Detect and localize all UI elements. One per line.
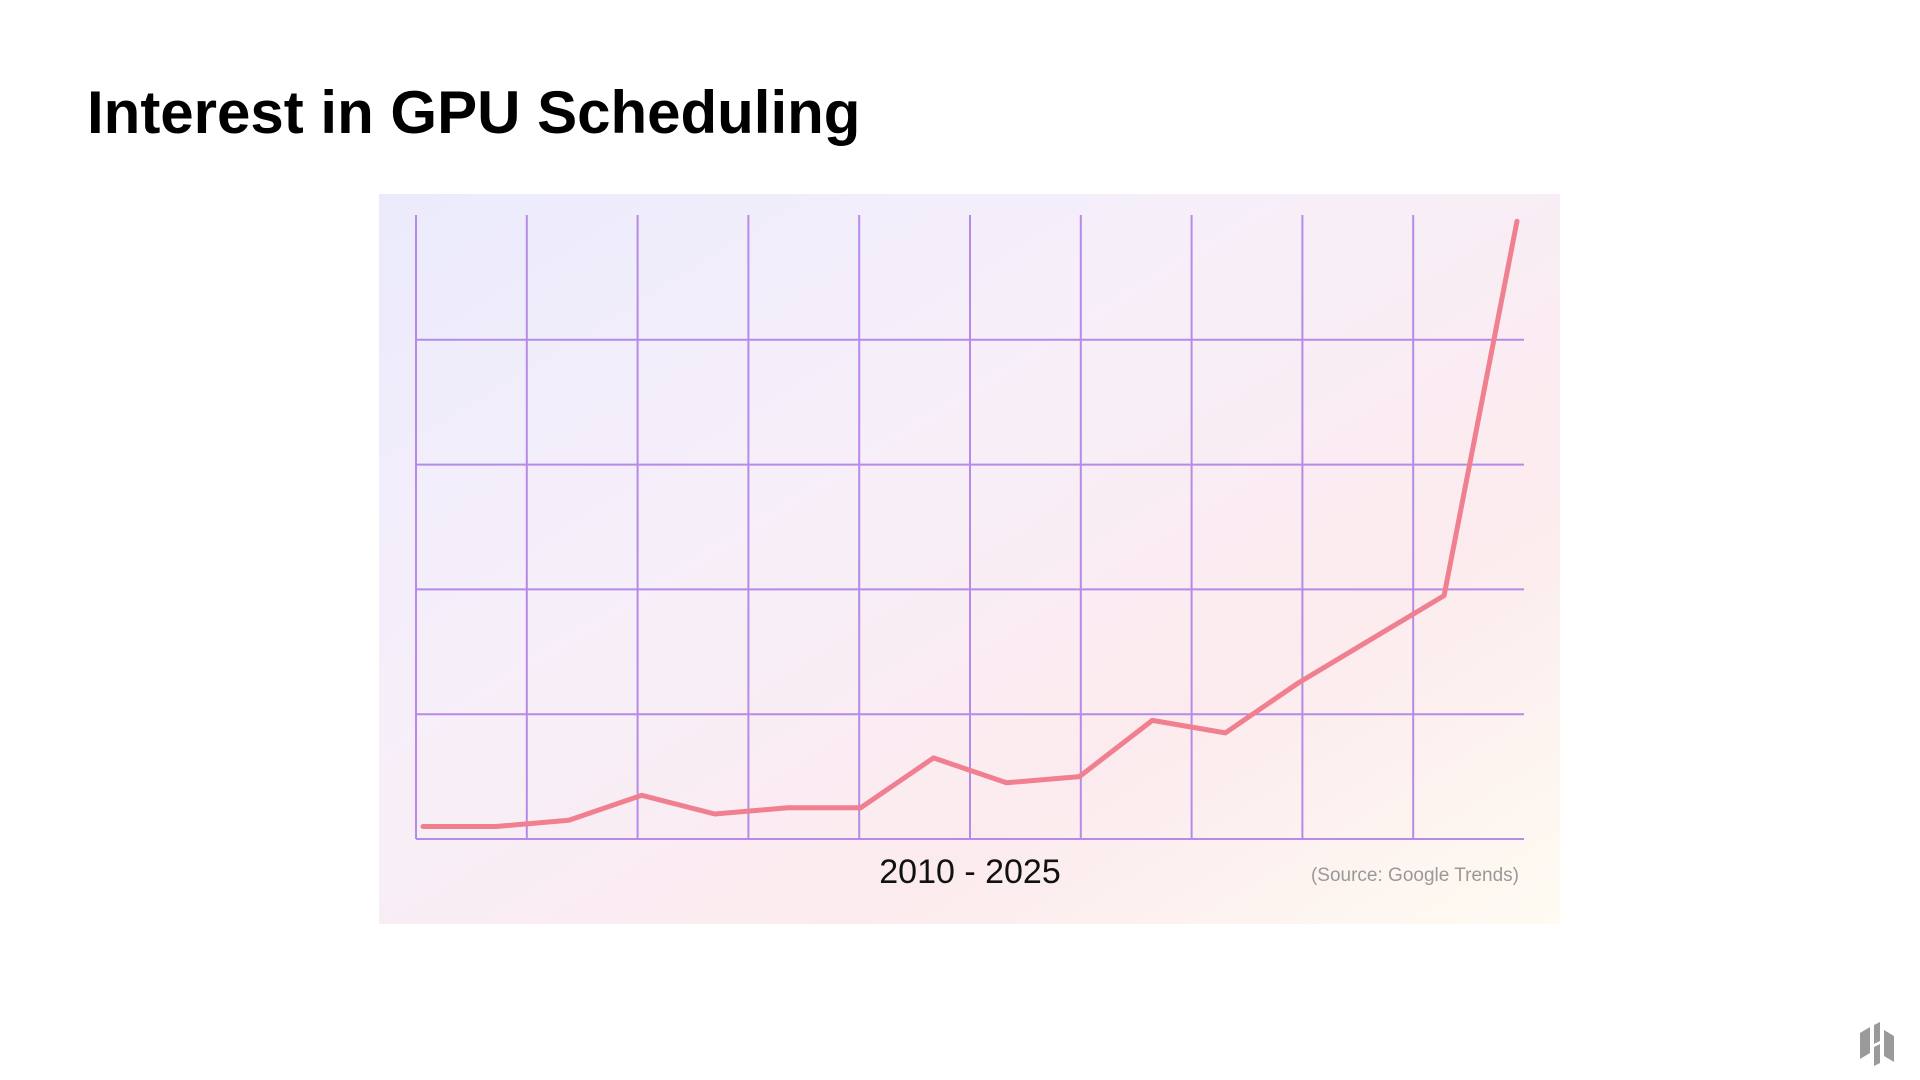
- plot: [415, 215, 1524, 840]
- logo: [1860, 1022, 1894, 1066]
- trend-line: [420, 218, 1520, 829]
- x-axis-label: 2010 - 2025: [879, 853, 1061, 891]
- source-note: (Source: Google Trends): [1311, 865, 1519, 886]
- slide-title: Interest in GPU Scheduling: [87, 79, 860, 146]
